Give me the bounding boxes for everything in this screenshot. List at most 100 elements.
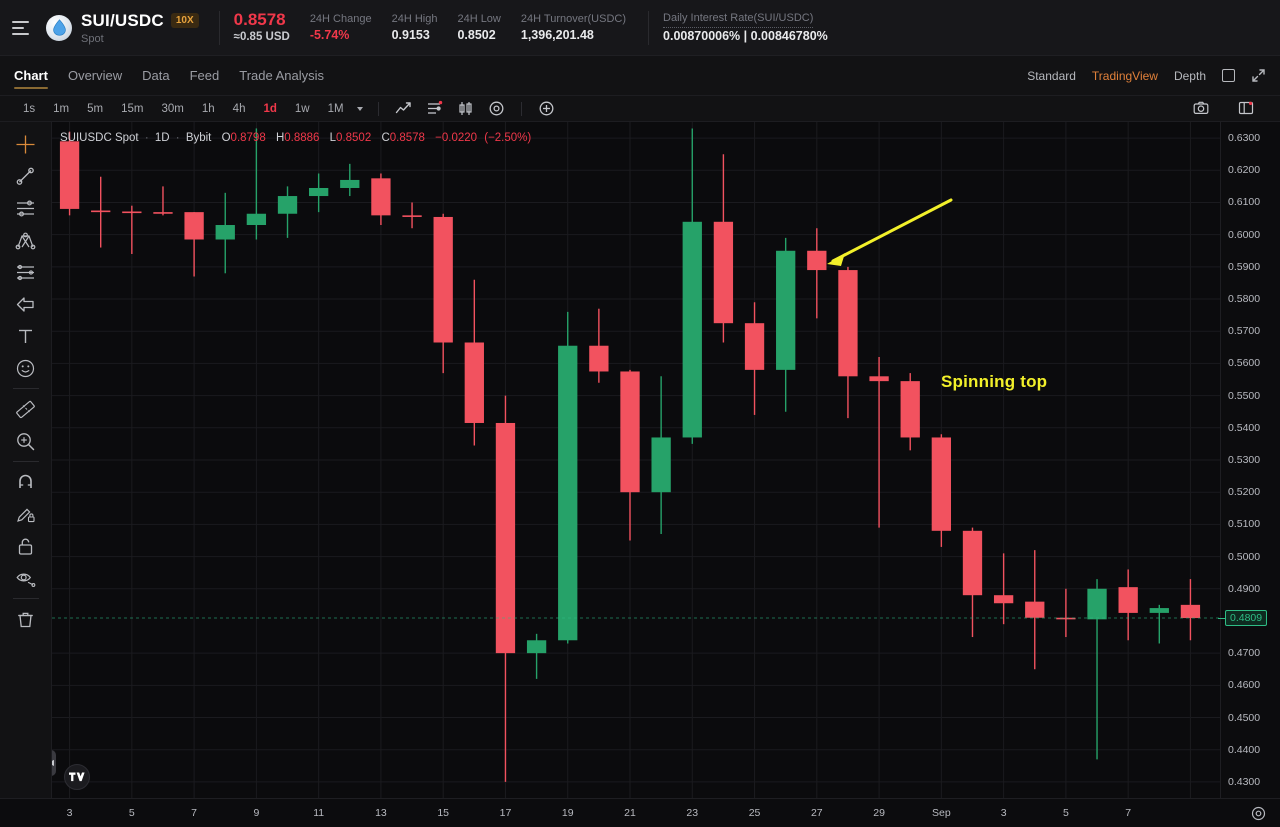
legend-open-label: O (221, 132, 231, 144)
price-axis-tick: 0.6300 (1228, 132, 1261, 145)
hide-drawings-icon[interactable] (10, 562, 42, 594)
price-axis-tick: 0.5500 (1228, 389, 1261, 402)
sui-coin-icon (46, 14, 72, 41)
pair-info[interactable]: SUI/USDC 10X Spot (81, 11, 199, 45)
timeframe-1d[interactable]: 1d (263, 102, 277, 115)
price-axis-tick: 0.5000 (1228, 550, 1261, 563)
stat-label: 24H Turnover(USDC) (520, 12, 627, 25)
last-price-block: 0.8578 ≈0.85 USD (234, 10, 290, 45)
time-axis-tick: 29 (873, 807, 885, 819)
tab-feed[interactable]: Feed (189, 68, 220, 83)
stat-value: 0.9153 (391, 27, 430, 42)
text-tool-icon[interactable] (10, 320, 42, 352)
legend-close-label: C (381, 132, 390, 144)
arrow-marker-icon[interactable] (10, 288, 42, 320)
tab-overview[interactable]: Overview (67, 68, 123, 83)
legend-symbol: SUIUSDC Spot (60, 132, 139, 144)
timeframe-5m[interactable]: 5m (87, 102, 104, 115)
time-axis[interactable]: 3 5 7 9 11 13 15 17 19 21 23 25 27 29 Sep 3 5 7 (0, 798, 1280, 827)
camera-icon[interactable] (1193, 100, 1210, 117)
legend-high-label: H (275, 132, 285, 144)
stat-24h-change: 24H Change -5.74% (310, 12, 372, 44)
fullscreen-expand-icon[interactable] (1251, 68, 1266, 83)
legend-close: 0.8578 (389, 132, 425, 144)
time-axis-tick: Sep (932, 807, 951, 819)
interest-rate-value: 0.00870006% | 0.00846780% (663, 28, 828, 43)
price-axis-tick: 0.4400 (1228, 743, 1261, 756)
drawing-mode-lock-icon[interactable] (10, 498, 42, 530)
chart-settings-gear-icon[interactable] (1251, 806, 1266, 821)
toolbar-separator (12, 388, 39, 389)
time-axis-tick: 23 (686, 807, 699, 819)
timeframe-30m[interactable]: 30m (161, 102, 184, 115)
price-axis-tick: 0.5700 (1228, 325, 1261, 338)
pitchfork-icon[interactable] (10, 224, 42, 256)
price-axis[interactable]: 0.6300 0.6200 0.6100 0.6000 0.5900 0.5800 0.57… (1218, 122, 1280, 798)
time-axis-tick: 7 (1125, 807, 1132, 819)
chevron-down-icon[interactable] (356, 106, 363, 111)
time-axis-tick: 25 (748, 807, 761, 819)
stat-label: 24H Low (457, 12, 501, 25)
measure-ruler-icon[interactable] (10, 393, 42, 425)
trend-line-icon[interactable] (10, 160, 42, 192)
legend-low-label: L (329, 132, 337, 144)
time-axis-tick: 7 (191, 807, 198, 819)
timeframe-15m[interactable]: 15m (121, 102, 144, 115)
legend-change-abs: −0.0220 (435, 132, 478, 144)
tab-trade-analysis[interactable]: Trade Analysis (239, 68, 325, 83)
settings-target-icon[interactable] (488, 100, 505, 117)
indicators-icon[interactable] (426, 100, 443, 117)
toolbar-separator-2 (12, 461, 39, 462)
view-mode-tradingview[interactable]: TradingView (1091, 68, 1158, 83)
zoom-in-icon[interactable] (10, 425, 42, 457)
timeframe-1w[interactable]: 1w (294, 102, 310, 115)
time-axis-tick: 5 (128, 807, 135, 819)
time-axis-tick: 19 (561, 807, 574, 819)
timeframe-1m[interactable]: 1m (53, 102, 70, 115)
fib-retracement-icon[interactable] (10, 256, 42, 288)
view-mode-depth[interactable]: Depth (1173, 68, 1206, 83)
price-axis-tick: 0.4300 (1228, 775, 1261, 788)
hamburger-icon[interactable] (12, 18, 34, 38)
candle-pattern-icon[interactable] (457, 100, 474, 117)
magnet-icon[interactable] (10, 466, 42, 498)
legend-low: 0.8502 (336, 132, 372, 144)
time-axis-tick: 27 (810, 807, 823, 819)
stat-24h-low: 24H Low 0.8502 (457, 12, 500, 44)
price-axis-tick: 0.4700 (1228, 647, 1261, 660)
last-price: 0.8578 (233, 10, 286, 29)
daily-interest-rate-block: Daily Interest Rate(SUI/USDC) 0.00870006… (663, 11, 828, 45)
lock-drawings-icon[interactable] (10, 530, 42, 562)
cross-cursor-icon[interactable] (10, 128, 42, 160)
interest-rate-label[interactable]: Daily Interest Rate(SUI/USDC) (663, 11, 814, 28)
price-axis-tick: 0.4900 (1228, 582, 1261, 595)
emoji-sticker-icon[interactable] (10, 352, 42, 384)
timeframe-1h[interactable]: 1h (201, 102, 215, 115)
tab-data[interactable]: Data (142, 68, 170, 83)
popout-window-icon[interactable] (1222, 69, 1235, 82)
tab-chart[interactable]: Chart (14, 56, 48, 95)
price-axis-tick: 0.5200 (1228, 486, 1261, 499)
annotation-label: Spinning top (941, 372, 1048, 391)
timeframe-1M[interactable]: 1M (327, 102, 344, 115)
price-axis-tick: 0.5900 (1228, 260, 1261, 273)
last-price-usd: ≈0.85 USD (233, 31, 290, 43)
time-axis-tick: 13 (375, 807, 387, 819)
timeframe-1s[interactable]: 1s (23, 102, 36, 115)
stat-label: 24H Change (309, 12, 372, 25)
price-chart[interactable]: SUIUSDC Spot · 1D · Bybit O0.8798 H0.888… (52, 122, 1220, 798)
timeframe-4h[interactable]: 4h (232, 102, 246, 115)
horizontal-lines-icon[interactable] (10, 192, 42, 224)
chart-scroll-handle[interactable]: ◀ (52, 750, 56, 776)
price-axis-tick: 0.4600 (1228, 679, 1261, 692)
tab-list: Chart Overview Data Feed Trade Analysis (14, 56, 324, 95)
chart-type-icon[interactable] (395, 100, 412, 117)
view-mode-standard[interactable]: Standard (1027, 68, 1076, 83)
remove-drawings-icon[interactable] (10, 603, 42, 635)
legend-interval: 1D (154, 132, 170, 144)
legend-change-pct: (−2.50%) (484, 132, 532, 144)
snapshot-icon[interactable] (1238, 100, 1255, 117)
tradingview-logo-icon[interactable] (64, 764, 90, 790)
add-compare-icon[interactable] (538, 100, 555, 117)
toolbar-divider-2 (520, 101, 522, 116)
